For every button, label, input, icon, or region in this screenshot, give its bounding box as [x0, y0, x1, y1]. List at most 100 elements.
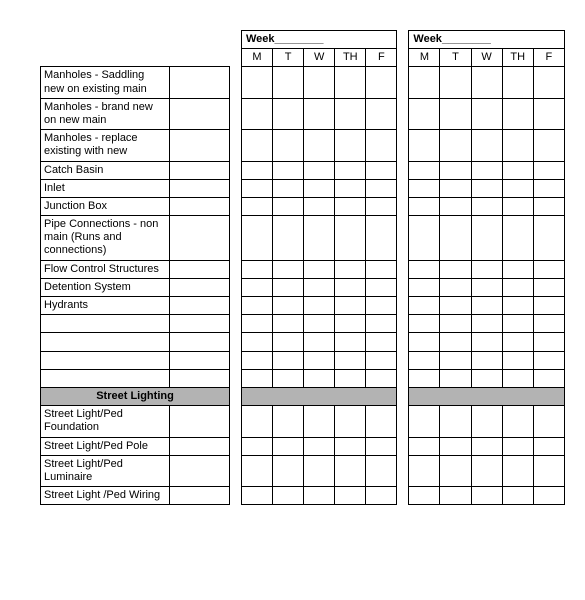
day-cell — [409, 297, 440, 315]
day-cell — [366, 161, 397, 179]
day-header: T — [273, 49, 304, 67]
day-cell — [273, 278, 304, 296]
day-cell — [471, 455, 502, 486]
row-label: Catch Basin — [41, 161, 170, 179]
table-row: Manholes - Saddling new on existing main — [41, 67, 565, 98]
day-cell — [533, 130, 564, 161]
day-cell — [409, 197, 440, 215]
day-cell — [440, 297, 471, 315]
day-cell — [440, 351, 471, 369]
day-cell — [471, 197, 502, 215]
day-cell — [335, 98, 366, 129]
day-cell — [533, 278, 564, 296]
day-cell — [366, 351, 397, 369]
day-cell — [409, 437, 440, 455]
day-cell — [533, 455, 564, 486]
day-cell — [304, 437, 335, 455]
day-cell — [533, 260, 564, 278]
day-cell — [273, 161, 304, 179]
day-cell — [409, 351, 440, 369]
day-cell — [440, 406, 471, 437]
day-cell — [440, 455, 471, 486]
row-num — [170, 351, 230, 369]
row-label: Street Light/Ped Foundation — [41, 406, 170, 437]
section-spacer — [409, 387, 565, 405]
day-cell — [366, 260, 397, 278]
day-cell — [533, 487, 564, 505]
day-cell — [471, 260, 502, 278]
row-label: Manholes - brand new on new main — [41, 98, 170, 129]
row-label — [41, 369, 170, 387]
day-cell — [241, 197, 272, 215]
day-cell — [471, 67, 502, 98]
day-cell — [335, 216, 366, 261]
day-cell — [471, 130, 502, 161]
day-cell — [409, 130, 440, 161]
day-cell — [533, 179, 564, 197]
day-cell — [533, 98, 564, 129]
day-cell — [440, 369, 471, 387]
day-cell — [304, 455, 335, 486]
day-cell — [304, 197, 335, 215]
row-num — [170, 179, 230, 197]
day-cell — [409, 315, 440, 333]
day-cell — [273, 197, 304, 215]
table-row: Inlet — [41, 179, 565, 197]
day-cell — [502, 406, 533, 437]
row-label: Inlet — [41, 179, 170, 197]
day-cell — [335, 179, 366, 197]
day-cell — [241, 67, 272, 98]
day-cell — [335, 437, 366, 455]
day-cell — [440, 197, 471, 215]
day-cell — [366, 315, 397, 333]
day-cell — [440, 487, 471, 505]
day-cell — [241, 351, 272, 369]
day-cell — [533, 351, 564, 369]
day-header-row: M T W TH F M T W TH F — [41, 49, 565, 67]
row-label: Street Light /Ped Wiring — [41, 487, 170, 505]
day-cell — [241, 297, 272, 315]
day-cell — [502, 455, 533, 486]
day-cell — [241, 455, 272, 486]
day-header: M — [241, 49, 272, 67]
day-cell — [502, 315, 533, 333]
day-cell — [241, 333, 272, 351]
day-cell — [241, 315, 272, 333]
day-cell — [533, 315, 564, 333]
row-label — [41, 351, 170, 369]
row-num — [170, 406, 230, 437]
day-cell — [440, 333, 471, 351]
day-cell — [471, 98, 502, 129]
day-cell — [335, 333, 366, 351]
day-cell — [241, 406, 272, 437]
day-cell — [304, 487, 335, 505]
day-cell — [241, 369, 272, 387]
day-cell — [273, 130, 304, 161]
day-cell — [440, 216, 471, 261]
day-cell — [471, 333, 502, 351]
table-row: Street Light/Ped Luminaire — [41, 455, 565, 486]
day-cell — [273, 487, 304, 505]
day-cell — [366, 406, 397, 437]
day-cell — [304, 179, 335, 197]
day-cell — [335, 130, 366, 161]
day-cell — [366, 179, 397, 197]
day-cell — [335, 161, 366, 179]
day-cell — [533, 333, 564, 351]
row-label: Manholes - replace existing with new — [41, 130, 170, 161]
table-row — [41, 315, 565, 333]
day-cell — [366, 130, 397, 161]
day-cell — [471, 351, 502, 369]
day-cell — [335, 297, 366, 315]
day-cell — [471, 406, 502, 437]
week-label: Week — [246, 33, 275, 45]
day-cell — [335, 197, 366, 215]
day-cell — [273, 67, 304, 98]
day-cell — [304, 130, 335, 161]
day-cell — [241, 260, 272, 278]
day-cell — [273, 406, 304, 437]
day-cell — [335, 67, 366, 98]
day-cell — [304, 297, 335, 315]
day-cell — [533, 197, 564, 215]
row-label — [41, 315, 170, 333]
